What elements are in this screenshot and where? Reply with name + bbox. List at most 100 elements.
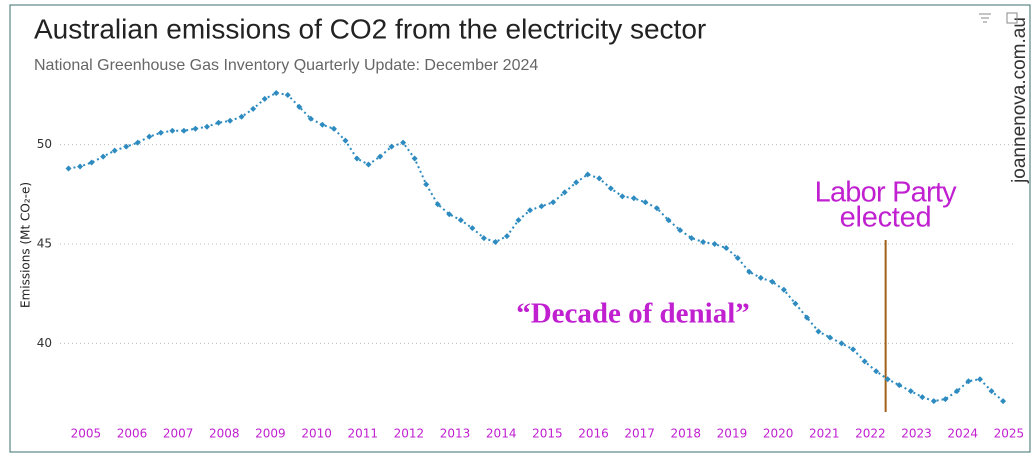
data-point [180, 127, 187, 134]
data-point [261, 95, 268, 102]
data-point [573, 179, 580, 186]
data-point [192, 125, 199, 132]
annotation: Labor Party [815, 177, 958, 209]
data-point [861, 358, 868, 365]
data-point [250, 105, 257, 112]
y-axis-label: Emissions (Mt CO₂-e) [19, 182, 33, 308]
x-tick-label: 2016 [578, 427, 609, 441]
x-tick-label: 2012 [394, 427, 425, 441]
data-point [273, 89, 280, 96]
x-tick-label: 2024 [947, 427, 978, 441]
data-point [480, 235, 487, 242]
data-point [100, 153, 107, 160]
data-point [803, 314, 810, 321]
data-point [77, 163, 84, 170]
data-point [203, 123, 210, 130]
y-tick-label: 45 [37, 237, 52, 251]
data-point [723, 245, 730, 252]
data-point [146, 133, 153, 140]
data-point [330, 125, 337, 132]
data-point [400, 139, 407, 146]
data-point [665, 217, 672, 224]
data-point [734, 254, 741, 261]
data-point [884, 376, 891, 383]
x-tick-label: 2015 [532, 427, 563, 441]
annotation: elected [840, 202, 932, 234]
data-point [319, 121, 326, 128]
data-point [838, 340, 845, 347]
data-point [515, 217, 522, 224]
data-point [353, 155, 360, 162]
x-tick-label: 2018 [671, 427, 702, 441]
data-point [873, 368, 880, 375]
data-point [169, 127, 176, 134]
data-point [988, 388, 995, 395]
data-point [88, 159, 95, 166]
data-point [215, 119, 222, 126]
y-tick-label: 50 [37, 137, 52, 151]
x-tick-label: 2011 [347, 427, 378, 441]
data-point [677, 227, 684, 234]
x-tick-label: 2013 [440, 427, 471, 441]
data-point [746, 268, 753, 275]
chart-frame [9, 4, 1031, 453]
data-point [227, 117, 234, 124]
data-point [630, 195, 637, 202]
data-point [388, 143, 395, 150]
data-point [411, 155, 418, 162]
data-point [596, 175, 603, 182]
annotation: “Decade of denial” [516, 298, 750, 330]
x-tick-label: 2009 [255, 427, 286, 441]
data-point [769, 278, 776, 285]
data-point [123, 143, 130, 150]
x-tick-label: 2022 [855, 427, 886, 441]
data-point [977, 376, 984, 383]
data-point [792, 300, 799, 307]
data-point [827, 334, 834, 341]
data-point [757, 274, 764, 281]
x-tick-label: 2020 [763, 427, 794, 441]
data-point [711, 241, 718, 248]
data-point [780, 286, 787, 293]
x-tick-label: 2023 [901, 427, 932, 441]
data-point [296, 103, 303, 110]
x-tick-label: 2005 [71, 427, 102, 441]
data-point [423, 181, 430, 188]
toolbar-icons[interactable] [979, 12, 1018, 24]
data-point [584, 171, 591, 178]
data-point [65, 165, 72, 172]
x-tick-label: 2014 [486, 427, 517, 441]
data-point [942, 396, 949, 403]
data-point [850, 346, 857, 353]
x-tick-label: 2006 [117, 427, 148, 441]
data-point [907, 388, 914, 395]
y-tick-label: 40 [37, 336, 52, 350]
data-point [492, 239, 499, 246]
x-tick-label: 2017 [624, 427, 655, 441]
data-point [642, 199, 649, 206]
data-point [896, 382, 903, 389]
x-tick-label: 2007 [163, 427, 194, 441]
chart-title: Australian emissions of CO2 from the ele… [34, 13, 706, 44]
series-line [68, 91, 1004, 403]
data-point [469, 225, 476, 232]
data-point [434, 201, 441, 208]
data-point [930, 398, 937, 405]
data-point [377, 153, 384, 160]
data-point [342, 137, 349, 144]
x-tick-label: 2021 [809, 427, 840, 441]
data-point [111, 147, 118, 154]
data-point [619, 193, 626, 200]
data-point [550, 199, 557, 206]
data-point [365, 161, 372, 168]
data-point [1000, 398, 1007, 405]
x-tick-label: 2019 [717, 427, 748, 441]
data-point [446, 211, 453, 218]
data-point [307, 115, 314, 122]
data-point [965, 378, 972, 385]
x-tick-label: 2025 [994, 427, 1025, 441]
data-point [284, 91, 291, 98]
x-tick-label: 2010 [301, 427, 332, 441]
data-point [653, 205, 660, 212]
